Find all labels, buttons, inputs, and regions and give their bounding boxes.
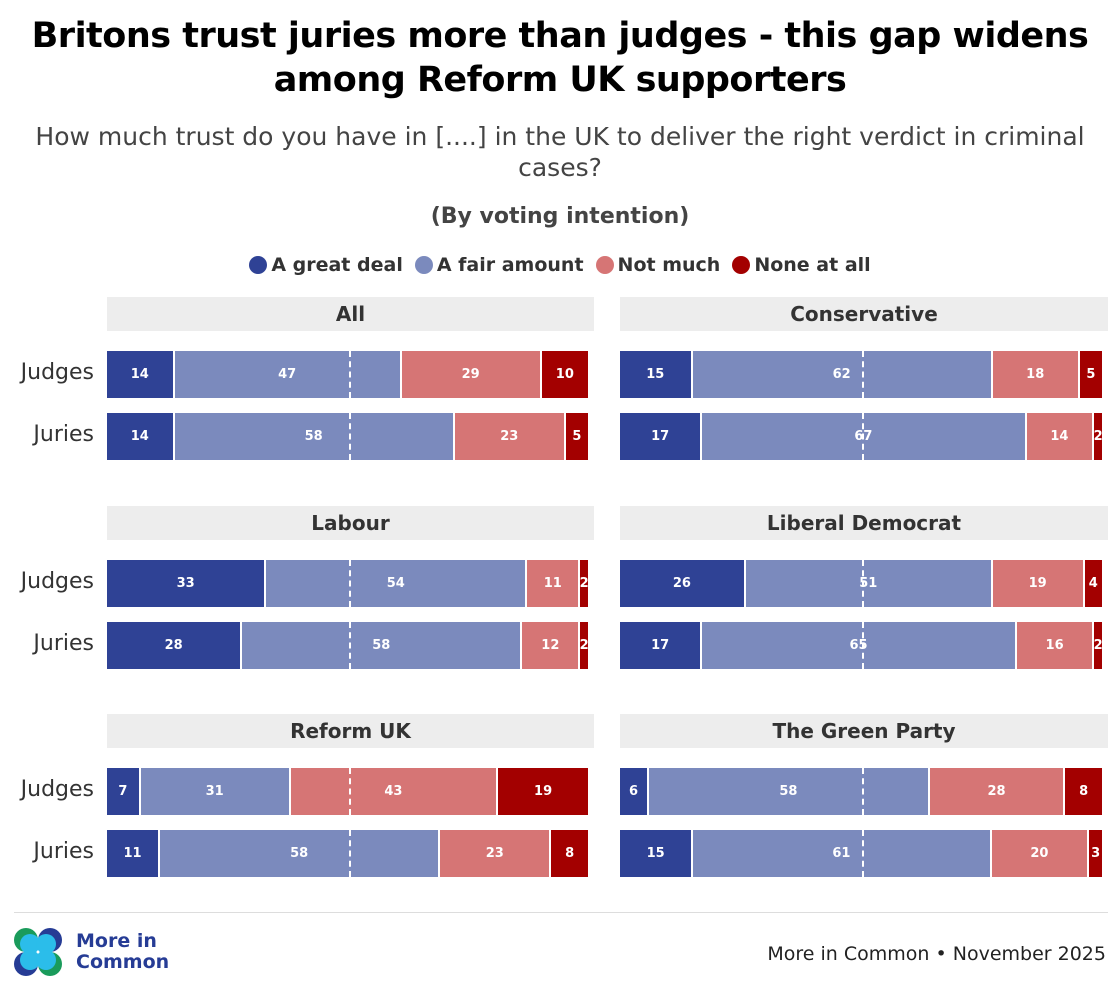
legend-item: A fair amount bbox=[414, 254, 584, 276]
bar-segment: 19 bbox=[498, 768, 590, 815]
bar-segment: 5 bbox=[1079, 351, 1104, 398]
bar-segment: 14 bbox=[107, 413, 175, 460]
row-label: Judges bbox=[20, 569, 94, 594]
bar-segment: 14 bbox=[1026, 413, 1095, 460]
midpoint-line bbox=[348, 768, 351, 815]
row-label: Juries bbox=[33, 839, 94, 864]
midpoint-line bbox=[862, 413, 864, 460]
legend-item: A great deal bbox=[249, 254, 403, 276]
midpoint-line bbox=[348, 830, 351, 877]
bar-segment: 28 bbox=[107, 622, 243, 669]
bar-segment: 10 bbox=[541, 351, 590, 398]
bar-segment: 51 bbox=[745, 560, 993, 607]
legend-swatch bbox=[249, 256, 268, 274]
bar-segment: 62 bbox=[692, 351, 993, 398]
bar-segment: 7 bbox=[107, 768, 141, 815]
midpoint-line bbox=[862, 560, 864, 607]
legend-label: A great deal bbox=[271, 254, 403, 276]
bar-segment: 47 bbox=[174, 351, 402, 398]
bar-segment: 2 bbox=[1094, 413, 1104, 460]
midpoint-line bbox=[862, 768, 864, 815]
bar-segment: 58 bbox=[174, 413, 455, 460]
bar-segment: 23 bbox=[454, 413, 566, 460]
bar-segment: 8 bbox=[551, 830, 590, 877]
midpoint-line bbox=[348, 560, 351, 607]
legend-label: Not much bbox=[617, 254, 721, 276]
bar-segment: 14 bbox=[107, 351, 175, 398]
bar-segment: 12 bbox=[522, 622, 581, 669]
bar-segment: 11 bbox=[107, 830, 161, 877]
chart-subtitle: How much trust do you have in [....] in … bbox=[35, 122, 1085, 182]
bar-segment: 2 bbox=[580, 622, 590, 669]
bar-segment: 58 bbox=[649, 768, 930, 815]
legend-label: None at all bbox=[754, 254, 871, 276]
legend: A great deal A fair amount Not much None… bbox=[0, 254, 1120, 276]
bar-segment: 18 bbox=[992, 351, 1080, 398]
panel-title: All bbox=[107, 297, 594, 331]
bar-segment: 3 bbox=[1089, 830, 1104, 877]
row-label: Judges bbox=[20, 777, 94, 802]
chart-title: Britons trust juries more than judges - … bbox=[31, 16, 1089, 100]
brand-name: More in Common bbox=[76, 930, 170, 973]
panel-title: Labour bbox=[107, 506, 594, 540]
bar-segment: 17 bbox=[620, 413, 703, 460]
bar-segment: 15 bbox=[620, 351, 693, 398]
bar-segment: 23 bbox=[440, 830, 552, 877]
legend-label: A fair amount bbox=[436, 254, 584, 276]
bar-segment: 54 bbox=[266, 560, 528, 607]
panel-title: The Green Party bbox=[620, 714, 1108, 748]
legend-swatch bbox=[732, 256, 751, 274]
midpoint-line bbox=[348, 413, 351, 460]
bar-segment: 5 bbox=[565, 413, 590, 460]
midpoint-line bbox=[862, 351, 864, 398]
group-label: (By voting intention) bbox=[430, 204, 690, 229]
bar-segment: 16 bbox=[1016, 622, 1095, 669]
bar-segment: 6 bbox=[620, 768, 650, 815]
legend-swatch bbox=[595, 256, 614, 274]
bar-segment: 15 bbox=[620, 830, 694, 877]
bar-segment: 58 bbox=[242, 622, 523, 669]
bar-segment: 28 bbox=[929, 768, 1066, 815]
midpoint-line bbox=[862, 830, 864, 877]
bar-segment: 19 bbox=[992, 560, 1085, 607]
bar-segment: 67 bbox=[702, 413, 1027, 460]
bar-segment: 31 bbox=[140, 768, 291, 815]
row-label: Juries bbox=[33, 422, 94, 447]
bar-segment: 20 bbox=[991, 830, 1090, 877]
legend-item: Not much bbox=[595, 254, 721, 276]
bar-segment: 33 bbox=[107, 560, 267, 607]
bar-segment: 11 bbox=[527, 560, 581, 607]
bar-segment: 4 bbox=[1084, 560, 1104, 607]
panel-title: Liberal Democrat bbox=[620, 506, 1108, 540]
row-label: Judges bbox=[20, 360, 94, 385]
footer-divider bbox=[14, 912, 1108, 913]
midpoint-line bbox=[862, 622, 864, 669]
bar-segment: 8 bbox=[1065, 768, 1104, 815]
bar-segment: 26 bbox=[620, 560, 746, 607]
bar-segment: 2 bbox=[1094, 622, 1104, 669]
bar-segment: 17 bbox=[620, 622, 703, 669]
bar-segment: 61 bbox=[693, 830, 992, 877]
legend-swatch bbox=[414, 256, 433, 274]
source-note: More in Common • November 2025 bbox=[767, 943, 1106, 965]
more-in-common-logo-icon bbox=[14, 928, 62, 976]
bar-segment: 29 bbox=[401, 351, 542, 398]
row-label: Juries bbox=[33, 631, 94, 656]
bar-segment: 58 bbox=[160, 830, 441, 877]
bar-segment: 43 bbox=[290, 768, 499, 815]
midpoint-line bbox=[348, 622, 351, 669]
bar-segment: 65 bbox=[702, 622, 1017, 669]
panel-title: Reform UK bbox=[107, 714, 594, 748]
legend-item: None at all bbox=[732, 254, 871, 276]
panel-title: Conservative bbox=[620, 297, 1108, 331]
midpoint-line bbox=[348, 351, 351, 398]
bar-segment: 2 bbox=[580, 560, 590, 607]
